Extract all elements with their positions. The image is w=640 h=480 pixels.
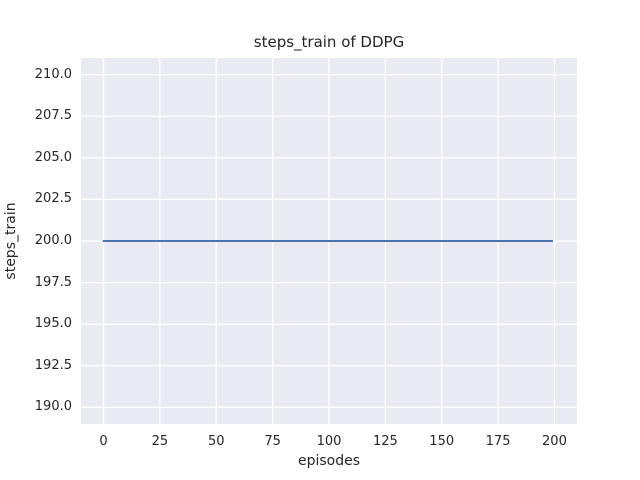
y-tick-label: 200.0 <box>34 233 72 248</box>
chart-canvas <box>81 58 577 424</box>
chart-title: steps_train of DDPG <box>253 33 405 51</box>
y-tick-label: 190.0 <box>34 399 72 415</box>
x-tick-label: 75 <box>264 434 281 449</box>
x-tick-label: 100 <box>316 434 342 449</box>
y-tick-label: 197.5 <box>34 274 72 290</box>
y-tick-label: 210.0 <box>34 66 72 82</box>
x-tick-label: 175 <box>485 434 511 449</box>
x-tick-label: 0 <box>99 434 108 449</box>
x-tick-label: 200 <box>542 434 567 449</box>
y-tick-label: 202.5 <box>34 191 72 207</box>
x-tick-label: 25 <box>151 434 169 449</box>
plot-area <box>81 58 577 424</box>
x-tick-label: 125 <box>372 434 398 449</box>
x-tick-label: 150 <box>429 434 455 449</box>
y-tick-label: 192.5 <box>34 357 72 373</box>
x-tick-label: 50 <box>207 434 225 449</box>
y-tick-label: 207.5 <box>34 108 72 124</box>
y-tick-label: 205.0 <box>34 149 72 165</box>
x-axis-label: episodes <box>297 453 361 469</box>
y-tick-label: 195.0 <box>34 316 72 332</box>
